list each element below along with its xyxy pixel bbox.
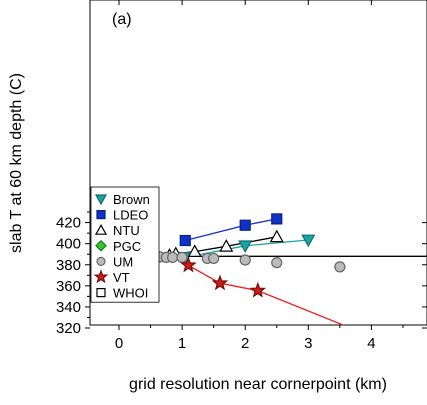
y-tick-label: 420	[56, 215, 81, 232]
y-tick-label: 380	[56, 257, 81, 274]
data-point-ldeo	[240, 220, 250, 230]
y-tick-label: 400	[56, 236, 81, 253]
x-tick-label: 0	[115, 335, 123, 352]
series-line-vt	[188, 265, 371, 336]
legend-label-ldeo: LDEO	[113, 208, 148, 223]
legend-label-brown: Brown	[113, 192, 150, 207]
data-point-um	[177, 252, 187, 262]
data-point-ldeo	[180, 236, 190, 246]
data-point-um	[240, 255, 250, 265]
x-tick-label: 2	[241, 335, 249, 352]
x-tick-label: 4	[367, 335, 375, 352]
data-point-um	[209, 253, 219, 263]
y-tick-label: 360	[56, 278, 81, 295]
x-tick-label: 1	[178, 335, 186, 352]
data-point-vt	[251, 284, 264, 297]
y-tick-label: 340	[56, 299, 81, 316]
legend-marker-whoi	[97, 289, 105, 297]
legend-label-pgc: PGC	[113, 239, 141, 254]
data-point-um	[272, 258, 282, 268]
data-point-ldeo	[272, 214, 282, 224]
legend-marker-ldeo	[97, 211, 105, 219]
x-axis-label: grid resolution near cornerpoint (km)	[129, 376, 387, 393]
y-axis-label: slab T at 60 km depth (C)	[8, 73, 25, 253]
legend-label-um: UM	[113, 254, 133, 269]
legend-marker-um	[97, 257, 105, 265]
legend-label-ntu: NTU	[113, 223, 140, 238]
series-points	[119, 214, 427, 342]
x-tick-label: 3	[304, 335, 312, 352]
data-point-um	[335, 262, 345, 272]
data-point-ntu	[271, 231, 283, 242]
legend-label-whoi: WHOI	[113, 286, 148, 301]
legend-label-vt: VT	[113, 270, 130, 285]
series-line-ldeo	[185, 219, 276, 241]
series-lines	[151, 219, 427, 337]
data-point-vt	[213, 276, 226, 289]
y-tick-label: 320	[56, 320, 81, 337]
data-point-um	[168, 252, 178, 262]
x-axis: 012345	[115, 0, 427, 352]
panel-label: (a)	[112, 11, 132, 28]
